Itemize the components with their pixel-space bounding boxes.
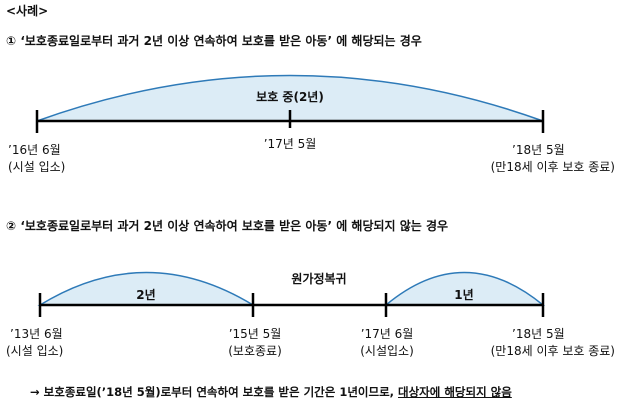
- case1-arc-label: 보호 중(2년): [256, 90, 324, 104]
- case2-p3-date: ’17년 6월: [360, 327, 414, 341]
- case2-p1-note: (시설 입소): [6, 344, 64, 358]
- conclusion: → 보호종료일(’18년 5월)로부터 연속하여 보호를 받은 기간은 1년이므…: [30, 385, 512, 399]
- case2-p3-note: (시설입소): [360, 344, 414, 358]
- case1-end-date: ’18년 5월: [512, 143, 565, 157]
- case2-arc-second: [383, 271, 546, 306]
- case2-arc1-label: 2년: [136, 288, 156, 302]
- case1-heading: ① ‘보호종료일로부터 과거 2년 이상 연속하여 보호를 받은 아동’ 에 해…: [6, 34, 422, 48]
- conclusion-arrow: →: [30, 385, 40, 399]
- case2-gap-label: 원가정복귀: [291, 272, 347, 286]
- case1-start-note: (시설 입소): [8, 160, 66, 174]
- case2-p4-date: ’18년 5월: [512, 327, 565, 341]
- section-label: <사례>: [6, 4, 49, 18]
- case2-p2-note: (보호종료): [228, 344, 282, 358]
- case2-arc2-label: 1년: [454, 288, 474, 302]
- case1-start-date: ’16년 6월: [8, 143, 61, 157]
- case2-heading: ② ‘보호종료일로부터 과거 2년 이상 연속하여 보호를 받은 아동’ 에 해…: [6, 219, 449, 233]
- case1-mid-date: ’17년 5월: [263, 137, 317, 151]
- case2-arc-first: [37, 271, 256, 306]
- case2-p4-note: (만18세 이후 보호 종료): [490, 344, 615, 358]
- case2-p1-date: ’13년 6월: [10, 327, 63, 341]
- case2-p2-date: ’15년 5월: [228, 327, 282, 341]
- conclusion-text: 보호종료일(’18년 5월)로부터 연속하여 보호를 받은 기간은 1년이므로,: [43, 385, 399, 399]
- conclusion-underlined: 대상자에 해당되지 않음: [398, 385, 512, 399]
- case1-end-note: (만18세 이후 보호 종료): [490, 160, 615, 174]
- case1-care-arc: [36, 74, 544, 122]
